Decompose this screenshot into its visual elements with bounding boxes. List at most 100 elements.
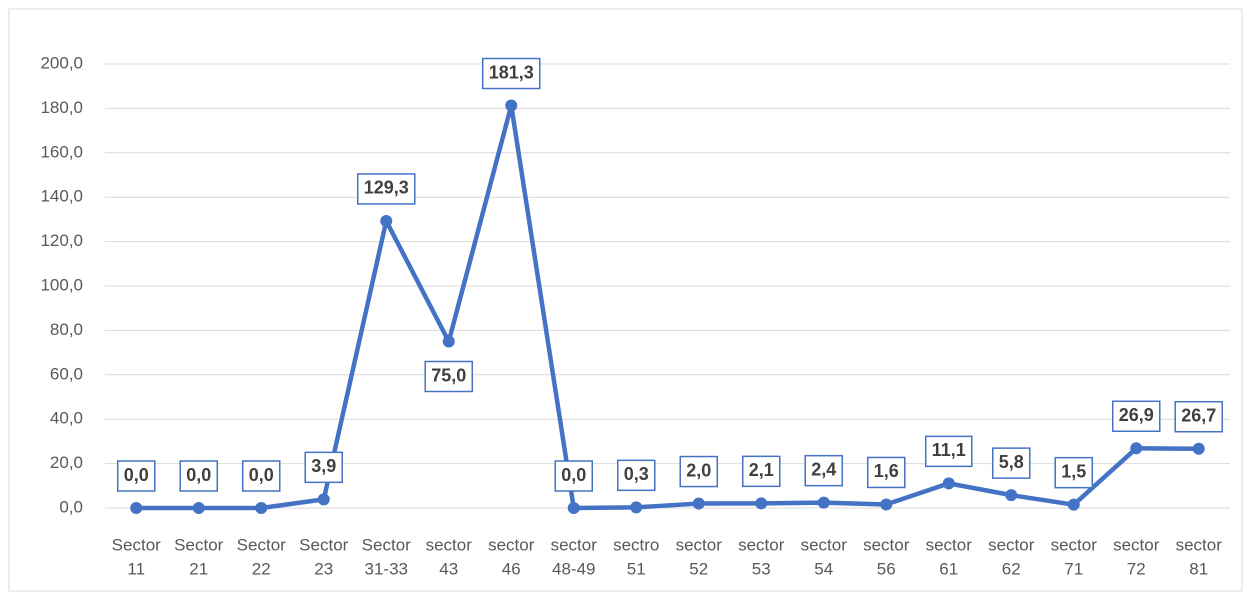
x-tick-label: sector	[1176, 535, 1223, 554]
data-label-box	[679, 455, 719, 488]
x-tick-label: Sector	[299, 535, 348, 554]
x-tick-label: sector	[1051, 535, 1098, 554]
x-tick-label: 71	[1064, 559, 1083, 578]
marker	[380, 214, 393, 227]
y-tick-label: 0,0	[59, 497, 83, 516]
x-tick-label: sector	[676, 535, 723, 554]
data-label-box	[991, 447, 1031, 479]
data-label: 0,0	[561, 465, 586, 485]
data-label: 26,9	[1119, 405, 1154, 425]
data-label-box	[424, 360, 474, 393]
data-label: 1,5	[1061, 461, 1086, 481]
data-label: 0,0	[124, 465, 149, 485]
x-tick-label: 72	[1127, 559, 1146, 578]
data-label-box	[1054, 456, 1094, 489]
x-tick-label: 48-49	[552, 559, 595, 578]
marker	[255, 502, 268, 514]
x-tick-label: sector	[488, 535, 535, 554]
x-tick-label: 11	[127, 559, 145, 578]
x-tick-label: sector	[863, 535, 910, 554]
marker	[317, 493, 330, 506]
data-label: 11,1	[932, 440, 966, 460]
marker	[567, 502, 580, 514]
x-tick-label: 21	[189, 559, 208, 578]
x-tick-label: sector	[426, 535, 473, 554]
data-label-box	[804, 454, 844, 487]
data-label: 5,8	[999, 452, 1024, 472]
x-tick-label: 51	[627, 559, 646, 578]
data-label-box	[616, 459, 656, 492]
data-label: 1,6	[874, 461, 899, 481]
x-tick-label: sector	[1113, 535, 1160, 554]
data-label-box	[179, 460, 219, 492]
data-label-box	[1111, 400, 1161, 433]
data-label: 0,3	[624, 464, 649, 484]
data-label: 26,7	[1181, 405, 1216, 425]
data-label-box	[741, 455, 781, 488]
marker	[692, 497, 705, 510]
x-tick-label: Sector	[237, 535, 286, 554]
chart-border	[8, 8, 1243, 592]
x-tick-label: sectro	[613, 535, 659, 554]
marker	[1005, 489, 1018, 502]
marker	[1130, 442, 1143, 455]
data-label: 0,0	[186, 465, 211, 485]
x-tick-label: 62	[1002, 559, 1021, 578]
marker	[192, 502, 205, 514]
x-tick-label: sector	[988, 535, 1035, 554]
x-tick-label: 53	[752, 559, 771, 578]
marker	[505, 99, 518, 112]
data-label: 181,3	[489, 62, 534, 82]
line	[136, 103, 1199, 511]
y-tick-label: 80,0	[50, 320, 83, 339]
x-tick-label: Sector	[174, 535, 223, 554]
x-tick-label: 31-33	[365, 559, 408, 578]
x-tick-label: sector	[551, 535, 598, 554]
marker	[942, 477, 955, 490]
x-tick-label: 43	[439, 559, 458, 578]
data-label-box	[241, 460, 281, 492]
x-tick-label: 23	[314, 559, 333, 578]
data-label: 2,1	[749, 460, 774, 480]
x-tick-label: sector	[801, 535, 848, 554]
data-label: 2,4	[811, 459, 836, 479]
y-tick-label: 120,0	[40, 231, 83, 250]
data-label-box	[304, 451, 344, 484]
marker	[880, 498, 893, 511]
marker	[130, 502, 143, 514]
data-label-box	[356, 173, 416, 205]
x-tick-label: 52	[689, 559, 708, 578]
x-tick-label: sector	[926, 535, 973, 554]
data-label: 75,0	[431, 365, 466, 385]
x-tick-label: 54	[814, 559, 833, 578]
marker	[817, 496, 830, 509]
x-tick-label: 46	[502, 559, 521, 578]
data-label-box	[924, 435, 973, 468]
data-label-box	[554, 460, 594, 492]
x-tick-label: Sector	[112, 535, 161, 554]
data-label: 2,0	[686, 460, 711, 480]
marker	[755, 497, 768, 510]
y-tick-label: 180,0	[40, 98, 83, 117]
x-tick-label: 81	[1189, 559, 1208, 578]
y-tick-label: 140,0	[40, 187, 83, 206]
x-tick-label: 61	[939, 559, 958, 578]
x-tick-label: 56	[877, 559, 896, 578]
y-tick-label: 40,0	[50, 409, 83, 428]
y-tick-label: 100,0	[40, 275, 83, 294]
data-label-box	[1174, 400, 1224, 433]
x-tick-label: 22	[252, 559, 271, 578]
marker	[630, 501, 643, 514]
data-label-box	[866, 456, 906, 489]
y-tick-label: 20,0	[50, 453, 83, 472]
data-label-box	[481, 57, 541, 90]
marker	[442, 335, 455, 348]
marker	[1192, 442, 1205, 455]
y-tick-label: 60,0	[50, 364, 83, 383]
marker	[1067, 498, 1080, 511]
data-label-box	[116, 460, 156, 492]
data-label: 0,0	[249, 465, 274, 485]
x-tick-label: Sector	[362, 535, 411, 554]
x-tick-label: sector	[738, 535, 785, 554]
